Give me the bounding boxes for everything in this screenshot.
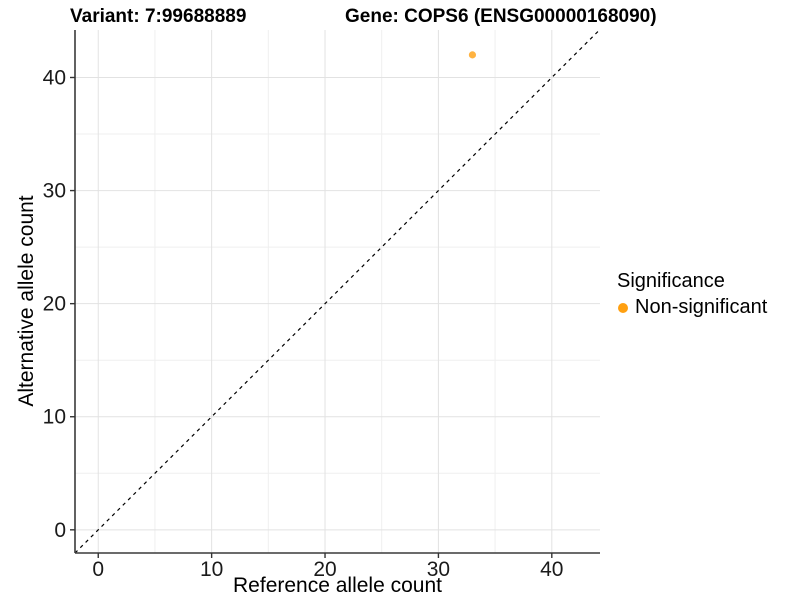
legend-key-dot-icon — [618, 302, 628, 313]
data-point — [468, 51, 477, 59]
y-tick-label: 30 — [43, 180, 66, 203]
variant-title: Variant: 7:99688889 — [70, 6, 247, 27]
y-tick-label: 40 — [43, 66, 66, 89]
y-tick-label: 0 — [54, 519, 66, 542]
x-tick-label: 30 — [427, 558, 450, 581]
x-tick-label: 20 — [313, 558, 336, 581]
x-axis-title: Reference allele count — [233, 574, 442, 597]
y-axis-title: Alternative allele count — [15, 195, 38, 407]
gene-title: Gene: COPS6 (ENSG00000168090) — [345, 6, 657, 27]
x-tick-label: 10 — [200, 558, 223, 581]
legend-title: Significance — [617, 270, 725, 292]
x-tick-label: 0 — [92, 558, 104, 581]
y-tick-label: 20 — [43, 293, 66, 316]
y-tick-label: 10 — [43, 406, 66, 429]
legend: Significance Non-significant — [616, 270, 767, 319]
identity-line — [74, 29, 600, 554]
legend-item-label: Non-significant — [635, 296, 768, 318]
x-tick-label: 40 — [540, 558, 563, 581]
legend-item: Non-significant — [616, 296, 767, 319]
